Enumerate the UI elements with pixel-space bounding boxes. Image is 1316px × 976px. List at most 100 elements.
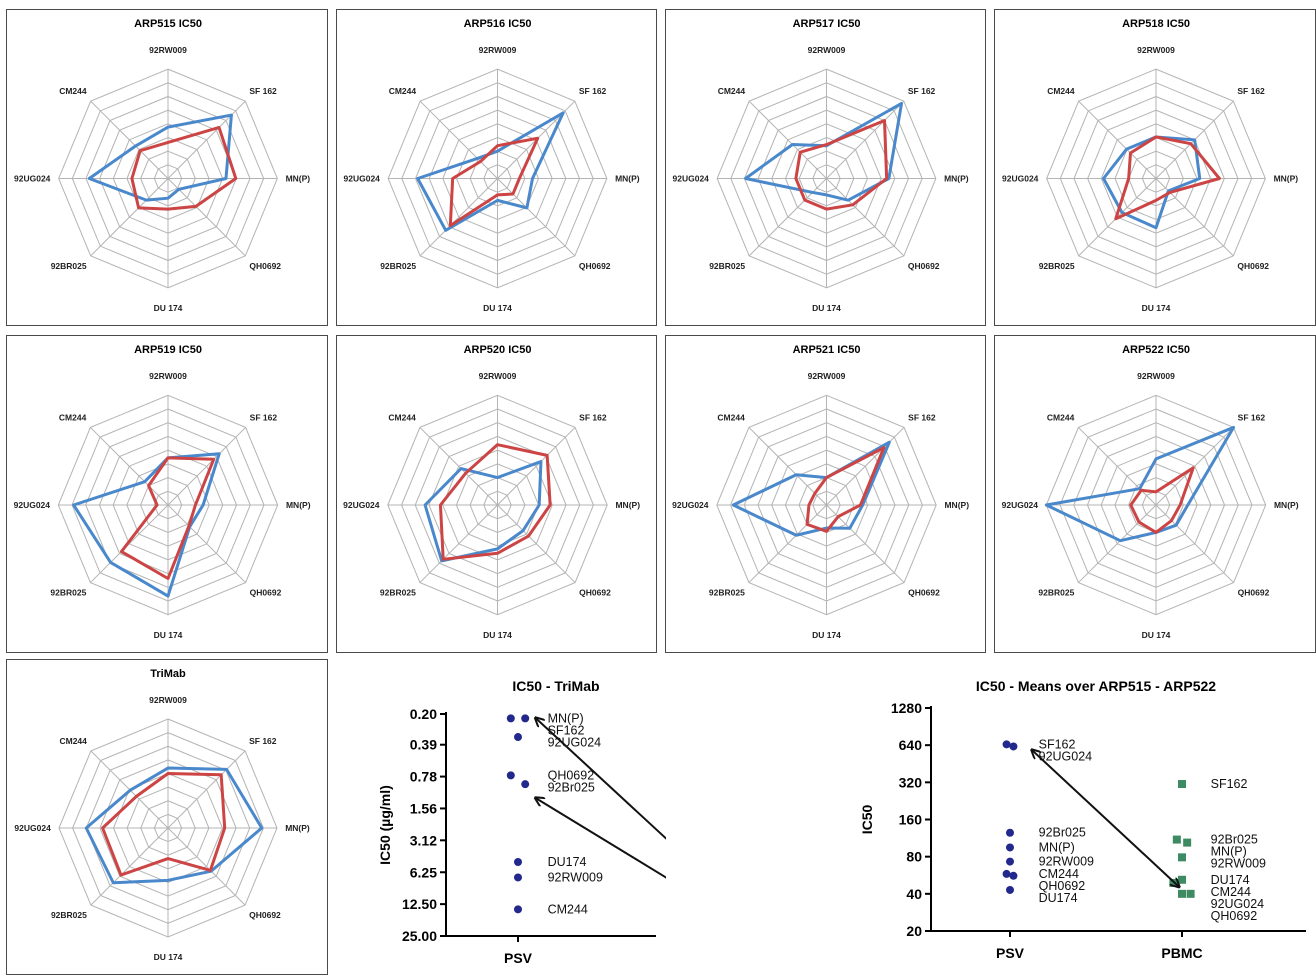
radar-series-red: [438, 443, 552, 561]
scatter-y-axis-label: IC50 (µg/ml): [377, 785, 393, 865]
radar-chart-arp515: ARP515 IC50 92RW009 SF 162 MN(P) QH0692 DU 17…: [14, 18, 310, 313]
radar-series-red: [805, 446, 886, 533]
radar-axis-label: CM244: [59, 736, 87, 746]
radar-chart-arp517: ARP517 IC50 92RW009 SF 162 MN(P) QH0692 DU 17…: [673, 18, 969, 313]
radar-chart-arp522: ARP522 IC50 92RW009 SF 162 MN(P) QH0692 DU 17…: [1002, 344, 1299, 640]
radar-axis-label: DU 174: [483, 303, 512, 313]
radar-axis-label: QH0692: [579, 261, 611, 271]
radar-title: TriMab: [150, 668, 186, 680]
radar-axis-label: CM244: [717, 412, 745, 422]
scatter-arrow: [536, 798, 666, 891]
scatter-y-tick-label: 640: [899, 737, 923, 753]
psv-point: [1006, 885, 1014, 894]
psv-point: [514, 733, 522, 742]
scatter-y-tick-label: 3.12: [410, 832, 437, 848]
radar-chart-arp521: ARP521 IC50 92RW009 SF 162 MN(P) QH0692 DU 17…: [672, 344, 969, 640]
radar-axis-label: 92BR025: [51, 910, 87, 920]
point-label: DU174: [548, 855, 587, 869]
radar-axis-label: MN(P): [1274, 174, 1299, 184]
radar-axis-label: 92RW009: [1137, 45, 1175, 55]
radar-axis-label: MN(P): [286, 500, 311, 510]
radar-axis-label: SF 162: [579, 412, 607, 422]
radar-axis-label: SF 162: [579, 86, 607, 96]
psv-point: [1009, 742, 1018, 751]
radar-axis-label: 92UG024: [14, 500, 51, 510]
pbmc-point: [1183, 838, 1192, 847]
radar-axis-label: CM244: [59, 86, 87, 96]
radar-spoke: [826, 178, 905, 257]
radar-axis-label: DU 174: [1142, 630, 1171, 640]
psv-point: [521, 714, 530, 723]
pbmc-point: [1178, 853, 1186, 862]
radar-spoke: [419, 178, 498, 257]
radar-series-blue: [744, 101, 904, 202]
radar-axis-label: CM244: [388, 412, 416, 422]
radar-spoke: [497, 504, 576, 583]
radar-axis-label: 92RW009: [149, 45, 187, 55]
radar-axis-label: CM244: [389, 86, 417, 96]
psv-point: [506, 714, 515, 723]
radar-spoke: [90, 100, 169, 179]
radar-axis-label: SF 162: [249, 86, 277, 96]
radar-axis-label: 92RW009: [1137, 371, 1175, 381]
radar-axis-label: 92BR025: [51, 261, 87, 271]
radar-spoke: [748, 100, 827, 179]
radar-axis-label: CM244: [1047, 86, 1075, 96]
radar-spoke: [1078, 100, 1157, 179]
point-label: DU174: [1211, 873, 1250, 887]
pbmc-point: [1178, 780, 1186, 789]
radar-spoke: [497, 178, 576, 257]
psv-point: [506, 771, 515, 780]
point-label: 92UG024: [1039, 749, 1093, 763]
radar-spoke: [167, 750, 246, 829]
point-label: MN(P): [1211, 845, 1247, 859]
point-label: SF162: [1211, 777, 1248, 791]
radar-axis-label: 92BR025: [709, 261, 745, 271]
pbmc-point: [1186, 889, 1195, 898]
radar-series-red: [119, 456, 216, 581]
scatter-y-axis-label: IC50: [859, 805, 875, 835]
radar-axis-label: 92BR025: [1038, 588, 1074, 598]
scatter-category-label: PSV: [996, 945, 1025, 961]
radar-axis-label: DU 174: [154, 630, 183, 640]
radar-title: ARP522 IC50: [1122, 344, 1190, 356]
radar-axis-label: QH0692: [1237, 261, 1269, 271]
scatter-chart-ic50-trimab: IC50 - TriMab IC50 (µg/ml) 0.20 0.39 0.78 1.5…: [377, 678, 666, 966]
radar-spoke: [1078, 427, 1157, 506]
psv-point: [1009, 871, 1018, 880]
radar-axis-label: 92UG024: [672, 500, 709, 510]
radar-spoke: [748, 427, 827, 506]
radar-axis-label: 92UG024: [14, 174, 51, 184]
radar-axis-label: QH0692: [249, 910, 281, 920]
radar-axis-label: MN(P): [1274, 500, 1299, 510]
radar-series-red: [448, 136, 540, 228]
point-label: CM244: [548, 902, 588, 916]
radar-axis-label: MN(P): [944, 500, 969, 510]
scatter-category-label: PSV: [504, 950, 533, 966]
radar-axis-label: QH0692: [908, 588, 940, 598]
radar-spoke: [167, 427, 246, 506]
radar-chart-arp519: ARP519 IC50 92RW009 SF 162 MN(P) QH0692 DU 17…: [14, 344, 311, 640]
psv-point: [1006, 843, 1014, 852]
radar-axis-label: CM244: [718, 86, 746, 96]
radar-title: ARP518 IC50: [1122, 18, 1190, 30]
radar-axis-label: 92RW009: [149, 371, 187, 381]
radar-spoke: [419, 427, 498, 506]
radar-axis-label: MN(P): [615, 500, 640, 510]
radar-axis-label: DU 174: [812, 303, 841, 313]
radar-panel-arp518: ARP518 IC50 92RW009 SF 162 MN(P) QH0692 DU 17…: [994, 9, 1316, 326]
radar-grid-ring: [58, 718, 278, 938]
psv-point: [1002, 869, 1011, 878]
radar-axis-label: 92RW009: [149, 695, 187, 705]
pbmc-point: [1172, 835, 1181, 844]
radar-series-blue: [731, 440, 891, 537]
radar-spoke: [826, 427, 905, 506]
psv-point: [521, 780, 530, 789]
radar-title: ARP519 IC50: [134, 344, 202, 356]
radar-axis-label: 92RW009: [479, 45, 517, 55]
radar-series-blue: [87, 113, 233, 202]
scatter-title: IC50 - Means over ARP515 - ARP522: [976, 678, 1216, 694]
radar-series-blue: [72, 452, 221, 598]
radar-spoke: [167, 178, 246, 257]
radar-panel-arp516: ARP516 IC50 92RW009 SF 162 MN(P) QH0692 DU 17…: [336, 9, 657, 326]
